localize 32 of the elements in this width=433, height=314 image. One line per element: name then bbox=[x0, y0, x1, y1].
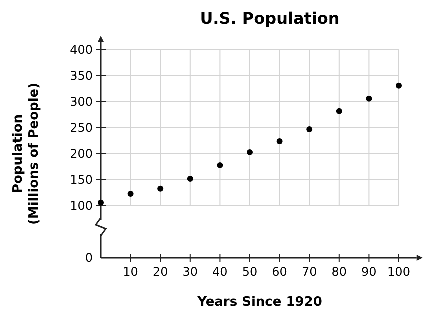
x-axis-title: Years Since 1920 bbox=[196, 295, 322, 310]
chart-title: U.S. Population bbox=[200, 9, 340, 28]
y-tick-label: 0 bbox=[85, 251, 93, 265]
point bbox=[276, 138, 283, 145]
x-tick-label: 60 bbox=[272, 265, 288, 279]
point bbox=[217, 162, 224, 168]
point bbox=[98, 200, 104, 206]
point bbox=[366, 96, 372, 102]
y-tick-label: 350 bbox=[70, 69, 93, 83]
y-tick-label: 150 bbox=[70, 173, 93, 187]
point bbox=[158, 186, 164, 192]
point bbox=[187, 176, 194, 182]
y-tick-label: 400 bbox=[70, 43, 93, 57]
point bbox=[336, 108, 342, 114]
x-tick-label: 50 bbox=[242, 265, 258, 279]
x-tick-label: 100 bbox=[388, 265, 410, 279]
point bbox=[396, 82, 402, 89]
point bbox=[306, 126, 313, 133]
x-tick-label: 30 bbox=[182, 265, 198, 279]
x-tick-label: 80 bbox=[332, 265, 348, 279]
x-tick-label: 90 bbox=[362, 265, 377, 279]
point bbox=[128, 191, 134, 198]
x-tick-label: 10 bbox=[123, 265, 138, 279]
y-tick-label: 100 bbox=[70, 199, 93, 213]
x-tick-label: 70 bbox=[302, 265, 318, 279]
x-tick-label: 20 bbox=[152, 265, 168, 279]
point bbox=[247, 149, 253, 156]
y-tick-label: 250 bbox=[70, 121, 93, 135]
y-axis-title: Population (Millions of People) bbox=[11, 82, 42, 226]
y-tick-label: 200 bbox=[70, 147, 93, 161]
x-tick-label: 40 bbox=[212, 265, 228, 279]
y-tick-label: 300 bbox=[70, 95, 93, 109]
